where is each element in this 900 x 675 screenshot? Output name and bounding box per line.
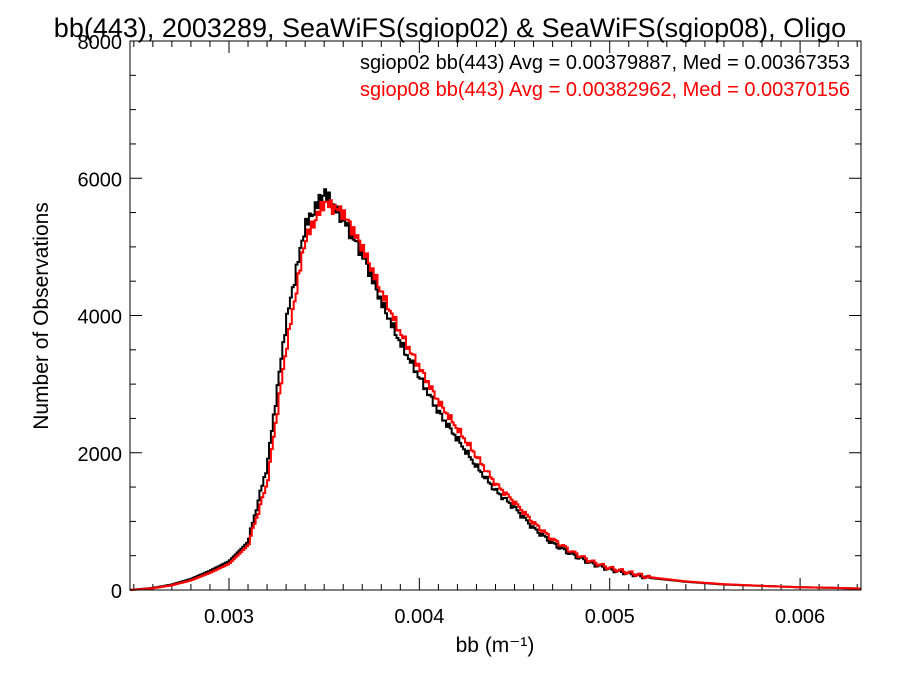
x-axis-label: bb (m⁻¹) bbox=[456, 634, 535, 657]
x-tick-label: 0.006 bbox=[775, 606, 825, 628]
series-line-0 bbox=[130, 188, 861, 591]
legend-entry-sgiop08: sgiop08 bb(443) Avg = 0.00382962, Med = … bbox=[360, 79, 850, 101]
y-axis-label: Number of Observations bbox=[30, 202, 53, 430]
y-tick-label: 4000 bbox=[78, 307, 123, 329]
series-lines bbox=[130, 188, 861, 591]
x-axis: 0.003 0.004 0.005 0.006 bbox=[133, 41, 858, 628]
y-tick-label: 8000 bbox=[78, 32, 123, 54]
chart-title: bb(443), 2003289, SeaWiFS(sgiop02) & Sea… bbox=[54, 13, 846, 43]
x-tick-label: 0.005 bbox=[585, 606, 635, 628]
x-tick-label: 0.003 bbox=[204, 606, 254, 628]
x-tick-label: 0.004 bbox=[394, 606, 444, 628]
series-line-1 bbox=[130, 199, 861, 591]
legend-entry-sgiop02: sgiop02 bb(443) Avg = 0.00379887, Med = … bbox=[360, 52, 850, 74]
y-tick-label: 6000 bbox=[78, 169, 123, 191]
y-axis: 0 2000 4000 6000 8000 bbox=[78, 32, 861, 603]
y-tick-label: 0 bbox=[111, 581, 122, 603]
plot-frame bbox=[129, 40, 862, 591]
y-tick-label: 2000 bbox=[78, 444, 123, 466]
